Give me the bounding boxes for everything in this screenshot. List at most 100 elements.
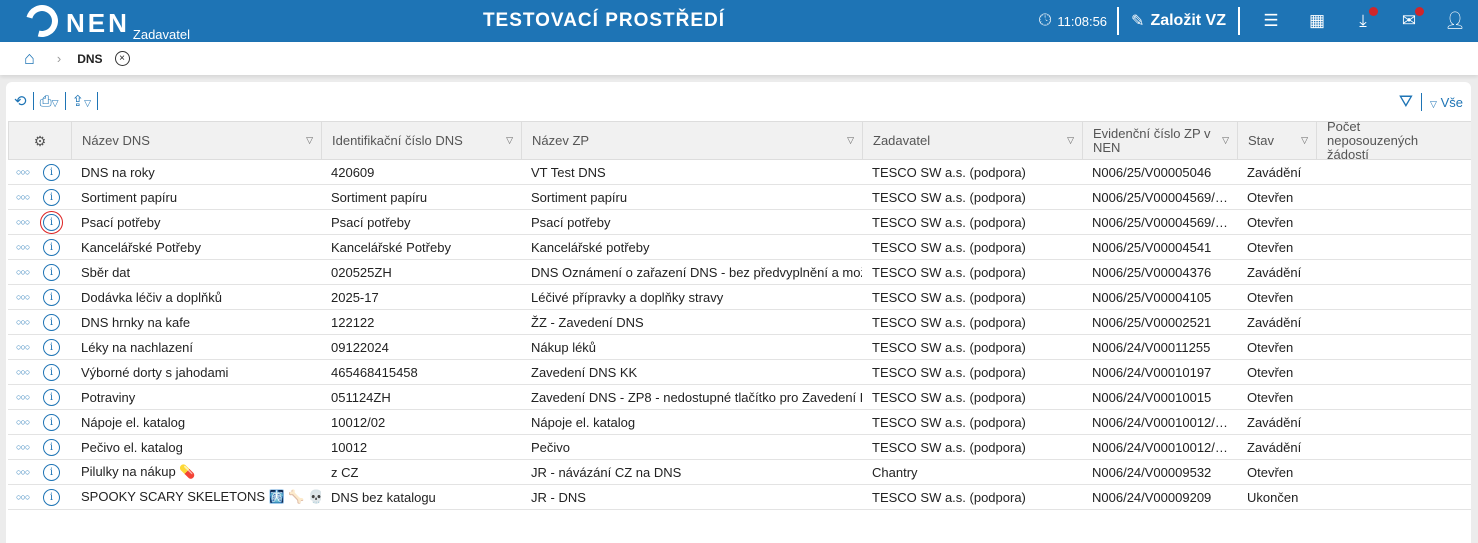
table-row[interactable]: ○○○ i Kancelářské Potřeby Kancelářské Potře… bbox=[8, 235, 1471, 260]
info-icon[interactable]: i bbox=[43, 313, 60, 331]
more-options-icon[interactable]: ○○○ bbox=[16, 167, 30, 177]
more-options-icon[interactable]: ○○○ bbox=[16, 392, 30, 402]
table-cell: TESCO SW a.s. (podpora) bbox=[872, 364, 1026, 380]
close-tab-icon[interactable]: × bbox=[114, 51, 130, 66]
info-icon[interactable]: i bbox=[43, 488, 60, 506]
column-header[interactable]: Zadavatel ▽ bbox=[862, 122, 1082, 159]
table-cell bbox=[1316, 160, 1471, 184]
nen-logo[interactable]: NEN Zadavatel bbox=[20, 0, 190, 43]
more-options-icon[interactable]: ○○○ bbox=[16, 292, 30, 302]
table-cell: Pilulky na nákup 💊 bbox=[81, 464, 196, 479]
dns-table: ⚙︎ Název DNS ▽ Identifikační číslo DNS ▽ Náz… bbox=[8, 121, 1471, 510]
table-row[interactable]: ○○○ i Nápoje el. katalog 10012/02 Nápoje el.… bbox=[8, 410, 1471, 435]
table-cell: DNS Oznámení o zařazení DNS - bez předvy… bbox=[531, 264, 862, 280]
calendar-icon[interactable]: ▦ bbox=[1308, 11, 1326, 30]
environment-title: TESTOVACÍ PROSTŘEDÍ bbox=[482, 10, 726, 31]
create-vz-button[interactable]: ✎ Založit VZ bbox=[1131, 11, 1238, 31]
table-row[interactable]: ○○○ i Pečivo el. katalog 10012 Pečivo TESCO S… bbox=[8, 435, 1471, 460]
breadcrumb: ⌂ › DNS × bbox=[0, 42, 1478, 75]
table-cell: N006/25/V00005046 bbox=[1092, 164, 1212, 180]
table-row[interactable]: ○○○ i Psací potřeby Psací potřeby Psací potř… bbox=[8, 210, 1471, 235]
info-icon[interactable]: i bbox=[43, 238, 60, 256]
column-header-label: Název ZP bbox=[532, 132, 590, 148]
table-cell: Otevřen bbox=[1247, 339, 1294, 355]
column-header[interactable]: Název DNS ▽ bbox=[71, 122, 321, 159]
table-cell: N006/25/V00004541 bbox=[1092, 239, 1212, 255]
table-row[interactable]: ○○○ i Dodávka léčiv a doplňků 2025-17 Léčivé… bbox=[8, 285, 1471, 310]
user-icon[interactable]: 👤︎ bbox=[1444, 11, 1466, 30]
home-icon[interactable]: ⌂ bbox=[24, 48, 35, 68]
info-icon[interactable]: i bbox=[43, 438, 60, 456]
table-row[interactable]: ○○○ i DNS hrnky na kafe 122122 ŽZ - Zavedení… bbox=[8, 310, 1471, 335]
more-options-icon[interactable]: ○○○ bbox=[16, 492, 30, 502]
mail-icon[interactable]: ✉ bbox=[1386, 7, 1432, 31]
more-options-icon[interactable]: ○○○ bbox=[16, 342, 30, 352]
table-cell: Zavádění bbox=[1247, 414, 1302, 430]
table-cell: 10012 bbox=[331, 439, 368, 455]
column-filter-icon[interactable]: ▽ bbox=[1067, 135, 1074, 145]
table-cell: Zavádění bbox=[1247, 439, 1302, 455]
more-options-icon[interactable]: ○○○ bbox=[16, 417, 30, 427]
table-row[interactable]: ○○○ i SPOOKY SCARY SKELETONS 🩻 🦴 💀 DNS bez … bbox=[8, 485, 1471, 510]
table-row[interactable]: ○○○ i Výborné dorty s jahodami 465468415458… bbox=[8, 360, 1471, 385]
column-filter-icon[interactable]: ▽ bbox=[1222, 135, 1229, 145]
menu-icon[interactable]: ☰ bbox=[1263, 11, 1279, 30]
table-cell bbox=[1316, 385, 1471, 409]
info-icon[interactable]: i bbox=[43, 288, 60, 306]
export-icon[interactable]: ⇪▽ bbox=[71, 93, 92, 110]
info-icon[interactable]: i bbox=[43, 463, 60, 481]
column-settings-button[interactable]: ⚙︎ bbox=[8, 122, 71, 159]
column-header[interactable]: Stav ▽ bbox=[1237, 122, 1316, 159]
table-row[interactable]: ○○○ i Léky na nachlazení 09122024 Nákup léků… bbox=[8, 335, 1471, 360]
column-filter-icon[interactable]: ▽ bbox=[847, 135, 854, 145]
table-cell: JR - návázání CZ na DNS bbox=[531, 464, 682, 480]
breadcrumb-current[interactable]: DNS bbox=[77, 51, 103, 66]
refresh-icon[interactable]: ⟲ bbox=[14, 93, 27, 110]
more-options-icon[interactable]: ○○○ bbox=[16, 192, 30, 202]
table-cell: TESCO SW a.s. (podpora) bbox=[872, 439, 1026, 455]
column-header[interactable]: Identifikační číslo DNS ▽ bbox=[321, 122, 521, 159]
more-options-icon[interactable]: ○○○ bbox=[16, 217, 30, 227]
table-row[interactable]: ○○○ i Potraviny 051124ZH Zavedení DNS - ZP8 … bbox=[8, 385, 1471, 410]
table-cell: Otevřen bbox=[1247, 389, 1294, 405]
column-header[interactable]: Název ZP ▽ bbox=[521, 122, 862, 159]
column-filter-icon[interactable]: ▽ bbox=[1301, 135, 1308, 145]
info-icon[interactable]: i bbox=[43, 188, 60, 206]
column-header[interactable]: Evidenční číslo ZP v NEN ▽ bbox=[1082, 122, 1237, 159]
filter-all-dropdown[interactable]: ▽ Vše bbox=[1430, 94, 1463, 110]
notification-badge bbox=[1369, 7, 1378, 16]
column-header-label: Počet neposouzených žádostí bbox=[1327, 122, 1419, 159]
filter-icon[interactable]: ⛛ bbox=[1398, 92, 1414, 111]
more-options-icon[interactable]: ○○○ bbox=[16, 467, 30, 477]
info-icon[interactable]: i bbox=[43, 413, 60, 431]
table-cell: DNS hrnky na kafe bbox=[81, 314, 191, 330]
table-row[interactable]: ○○○ i DNS na roky 420609 VT Test DNS TESCO SW… bbox=[8, 160, 1471, 185]
info-icon[interactable]: i bbox=[43, 338, 60, 356]
table-cell bbox=[1316, 285, 1471, 309]
info-icon[interactable]: i bbox=[43, 388, 60, 406]
info-icon[interactable]: i bbox=[40, 210, 63, 234]
table-cell: N006/24/V00010015 bbox=[1092, 389, 1212, 405]
table-cell: Kancelářské potřeby bbox=[531, 239, 650, 255]
download-icon[interactable]: ⤓ bbox=[1340, 7, 1386, 31]
more-options-icon[interactable]: ○○○ bbox=[16, 242, 30, 252]
more-options-icon[interactable]: ○○○ bbox=[16, 267, 30, 277]
column-filter-icon[interactable]: ▽ bbox=[506, 135, 513, 145]
more-options-icon[interactable]: ○○○ bbox=[16, 442, 30, 452]
info-icon[interactable]: i bbox=[43, 163, 60, 181]
info-icon[interactable]: i bbox=[43, 263, 60, 281]
info-icon[interactable]: i bbox=[43, 363, 60, 381]
table-cell: Výborné dorty s jahodami bbox=[81, 364, 229, 380]
table-cell: N006/25/V00002521 bbox=[1092, 314, 1212, 330]
print-icon[interactable]: ⎙▽ bbox=[39, 92, 59, 110]
column-filter-icon[interactable]: ▽ bbox=[306, 135, 313, 145]
column-header[interactable]: Počet neposouzených žádostí bbox=[1316, 122, 1471, 159]
create-vz-label: Založit VZ bbox=[1150, 12, 1226, 29]
table-row[interactable]: ○○○ i Sběr dat 020525ZH DNS Oznámení o zařaz… bbox=[8, 260, 1471, 285]
table-row[interactable]: ○○○ i Pilulky na nákup 💊 z CZ JR - návázání … bbox=[8, 460, 1471, 485]
table-row[interactable]: ○○○ i Sortiment papíru Sortiment papíru Sort… bbox=[8, 185, 1471, 210]
column-header-label: Identifikační číslo DNS bbox=[332, 132, 463, 148]
table-cell: Nápoje el. katalog bbox=[531, 414, 636, 430]
more-options-icon[interactable]: ○○○ bbox=[16, 317, 30, 327]
more-options-icon[interactable]: ○○○ bbox=[16, 367, 30, 377]
